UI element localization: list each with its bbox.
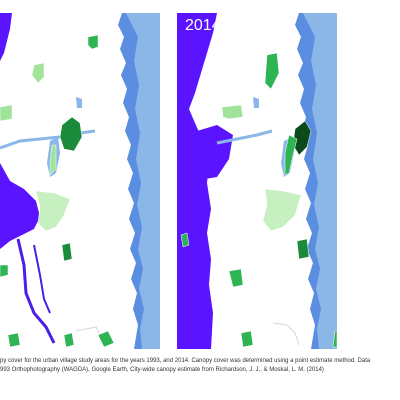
ship-canal	[216, 129, 273, 145]
canopy-polygon	[0, 104, 13, 122]
ship-canal	[0, 129, 96, 150]
canopy-polygon	[59, 116, 83, 152]
canopy-polygon	[332, 330, 337, 348]
canopy-polygon	[262, 188, 302, 232]
figure-caption: py cover for the urban village study are…	[0, 357, 400, 375]
lake-washington	[303, 13, 337, 349]
green-lake	[253, 97, 259, 108]
caption-line: 993 Orthophotography (WAGDA), Google Ear…	[0, 367, 324, 373]
canopy-polygon	[240, 330, 254, 348]
canopy-polygon	[61, 242, 73, 262]
caption-line: py cover for the urban village study are…	[0, 358, 371, 364]
canopy-polygon	[296, 238, 310, 260]
canopy-polygon	[221, 104, 244, 120]
map-panel-1993	[0, 13, 160, 349]
lake-washington	[126, 13, 160, 349]
map-1993-svg	[0, 13, 160, 349]
duwamish-river	[16, 238, 56, 344]
blue-region	[177, 13, 217, 349]
canopy-polygon	[35, 190, 71, 232]
canopy-polygon	[7, 332, 21, 348]
canopy-polygon	[0, 264, 9, 278]
land	[0, 13, 138, 349]
green-lake	[76, 97, 82, 108]
canopy-polygon	[264, 52, 280, 90]
canopy-polygon	[97, 330, 115, 348]
map-panel-2014: 2014	[177, 13, 337, 349]
blue-region	[0, 163, 40, 249]
canopy-polygon	[180, 232, 190, 248]
duwamish-river	[33, 244, 51, 314]
land	[177, 13, 315, 349]
map-2014-svg	[177, 13, 337, 349]
canopy-polygon	[228, 268, 244, 288]
map-year-label: 2014	[185, 17, 221, 34]
blue-region	[197, 125, 233, 179]
canopy-polygon	[284, 134, 298, 176]
canopy-polygon	[31, 62, 45, 84]
canopy-polygon	[49, 144, 57, 176]
canopy-polygon	[87, 34, 99, 50]
blue-region	[0, 13, 12, 61]
canopy-polygon	[63, 332, 75, 348]
boundary-line	[272, 322, 300, 346]
